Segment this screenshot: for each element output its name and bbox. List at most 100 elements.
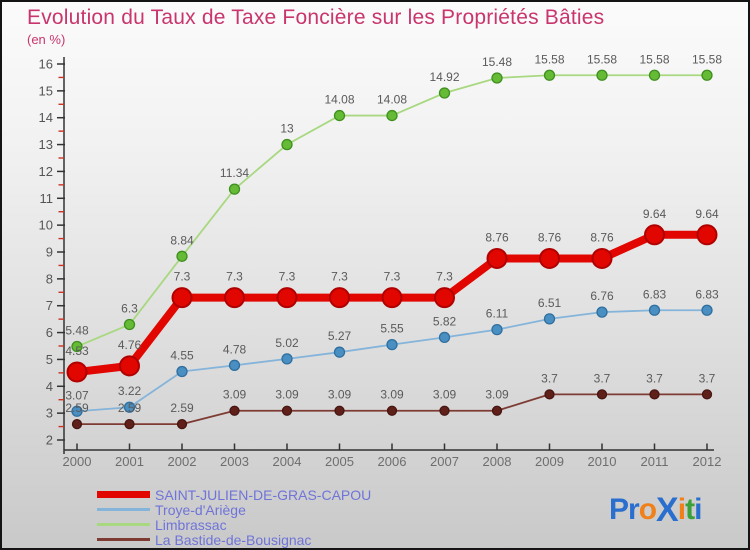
svg-text:2000: 2000 bbox=[63, 454, 92, 469]
data-point bbox=[438, 87, 451, 99]
svg-text:2005: 2005 bbox=[325, 454, 354, 469]
data-point bbox=[543, 69, 556, 81]
svg-text:2012: 2012 bbox=[693, 454, 722, 469]
data-point bbox=[486, 247, 508, 269]
data-point bbox=[596, 69, 608, 81]
legend-swatch-1 bbox=[97, 508, 150, 511]
legend-item: SAINT-JULIEN-DE-GRAS-CAPOU bbox=[97, 487, 371, 502]
svg-text:3.7: 3.7 bbox=[541, 371, 558, 385]
svg-text:13: 13 bbox=[39, 137, 53, 152]
svg-text:5.27: 5.27 bbox=[328, 329, 352, 343]
svg-text:7.3: 7.3 bbox=[174, 270, 191, 284]
svg-text:2001: 2001 bbox=[115, 454, 144, 469]
x-axis: 2000 2001 2002 2003 2004 2005 2006 2007 2008 2009… bbox=[63, 443, 722, 469]
svg-text:6: 6 bbox=[46, 325, 53, 340]
data-point bbox=[701, 389, 713, 400]
svg-text:3.7: 3.7 bbox=[699, 371, 716, 385]
svg-text:2009: 2009 bbox=[535, 454, 564, 469]
svg-text:7.3: 7.3 bbox=[384, 270, 401, 284]
svg-text:2011: 2011 bbox=[641, 454, 669, 469]
data-point bbox=[119, 355, 140, 377]
svg-text:3.22: 3.22 bbox=[118, 384, 142, 398]
data-point bbox=[386, 109, 398, 122]
svg-text:8.76: 8.76 bbox=[590, 230, 614, 244]
svg-text:4.53: 4.53 bbox=[65, 344, 89, 358]
data-point bbox=[644, 224, 665, 246]
svg-text:7.3: 7.3 bbox=[436, 270, 453, 284]
svg-text:3.7: 3.7 bbox=[594, 371, 611, 385]
svg-text:13: 13 bbox=[280, 122, 294, 136]
svg-text:2.59: 2.59 bbox=[118, 401, 142, 415]
svg-text:2007: 2007 bbox=[430, 454, 459, 469]
data-point bbox=[648, 304, 661, 316]
svg-text:4: 4 bbox=[46, 379, 53, 394]
svg-text:9.64: 9.64 bbox=[643, 207, 667, 221]
svg-text:2008: 2008 bbox=[483, 454, 512, 469]
data-point bbox=[71, 340, 83, 353]
data-point bbox=[281, 405, 293, 416]
data-labels: 4.53 4.76 7.3 7.3 7.3 7.3 7.3 7.3 8.76 8.76 8.76 9.… bbox=[65, 52, 722, 415]
data-point bbox=[124, 419, 135, 430]
legend-label: La Bastide-de-Bousignac bbox=[155, 531, 312, 548]
legend-swatch-3 bbox=[97, 538, 150, 541]
svg-text:3: 3 bbox=[46, 406, 53, 421]
logo-letter: P bbox=[609, 493, 629, 526]
svg-text:2.59: 2.59 bbox=[65, 401, 89, 415]
data-point bbox=[281, 138, 293, 151]
svg-text:3.09: 3.09 bbox=[380, 388, 404, 402]
data-point bbox=[544, 389, 555, 400]
svg-text:5.02: 5.02 bbox=[275, 336, 299, 350]
data-point bbox=[543, 313, 556, 325]
logo-letter: t bbox=[685, 493, 695, 526]
svg-text:15.58: 15.58 bbox=[639, 52, 669, 66]
data-point bbox=[386, 339, 398, 351]
series-la-bastide-de-bousignac bbox=[71, 389, 713, 430]
data-point bbox=[334, 405, 345, 416]
data-point bbox=[591, 247, 613, 269]
data-point bbox=[123, 318, 136, 331]
data-point bbox=[434, 287, 455, 309]
svg-text:15.58: 15.58 bbox=[692, 52, 722, 66]
svg-text:11: 11 bbox=[40, 191, 54, 206]
svg-text:3.09: 3.09 bbox=[223, 388, 247, 402]
logo-letter: i bbox=[694, 493, 702, 526]
data-point bbox=[386, 405, 398, 416]
svg-text:15.58: 15.58 bbox=[587, 52, 617, 66]
logo-letter: X bbox=[656, 491, 679, 529]
data-point bbox=[224, 287, 245, 309]
svg-text:9: 9 bbox=[46, 245, 53, 260]
data-point bbox=[596, 389, 608, 400]
svg-text:2004: 2004 bbox=[273, 454, 302, 469]
data-point bbox=[701, 304, 713, 316]
series-troye-d-ari-ge bbox=[71, 304, 713, 417]
series-limbrassac bbox=[71, 69, 713, 353]
svg-text:7: 7 bbox=[46, 298, 53, 313]
svg-text:9.64: 9.64 bbox=[695, 207, 719, 221]
data-point bbox=[229, 405, 240, 416]
logo-letter: i bbox=[677, 493, 686, 526]
svg-text:5.48: 5.48 bbox=[65, 324, 89, 338]
data-point bbox=[491, 323, 503, 336]
legend-label: Limbrassac bbox=[155, 516, 227, 533]
svg-text:7.3: 7.3 bbox=[279, 270, 296, 284]
svg-text:14.92: 14.92 bbox=[429, 70, 459, 84]
data-point bbox=[648, 69, 661, 81]
svg-text:2003: 2003 bbox=[220, 454, 249, 469]
svg-text:15: 15 bbox=[39, 83, 53, 98]
svg-text:14: 14 bbox=[39, 110, 53, 125]
svg-text:12: 12 bbox=[39, 164, 53, 179]
proxiti-logo[interactable]: ProXiti bbox=[609, 489, 702, 529]
data-point bbox=[438, 331, 451, 344]
svg-text:6.3: 6.3 bbox=[121, 302, 138, 316]
data-point bbox=[333, 346, 346, 358]
svg-text:3.09: 3.09 bbox=[328, 388, 352, 402]
legend-item: Troye-d'Ariège bbox=[97, 502, 371, 517]
data-point bbox=[701, 69, 713, 81]
svg-text:3.07: 3.07 bbox=[65, 388, 89, 402]
data-point bbox=[381, 287, 403, 309]
legend: SAINT-JULIEN-DE-GRAS-CAPOU Troye-d'Arièg… bbox=[97, 487, 371, 547]
svg-text:16: 16 bbox=[39, 57, 53, 72]
data-point bbox=[539, 247, 560, 269]
svg-text:14.08: 14.08 bbox=[377, 93, 407, 107]
